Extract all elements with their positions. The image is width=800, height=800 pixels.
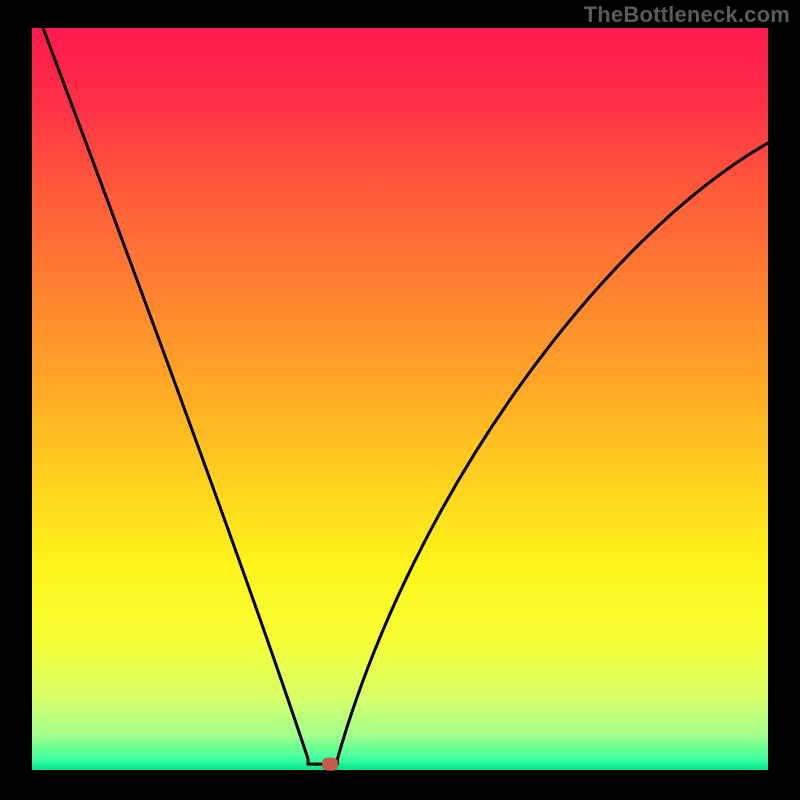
bottleneck-chart bbox=[0, 0, 800, 800]
optimum-marker bbox=[322, 758, 338, 771]
gradient-plot-area bbox=[32, 28, 768, 770]
watermark-text: TheBottleneck.com bbox=[584, 2, 790, 28]
